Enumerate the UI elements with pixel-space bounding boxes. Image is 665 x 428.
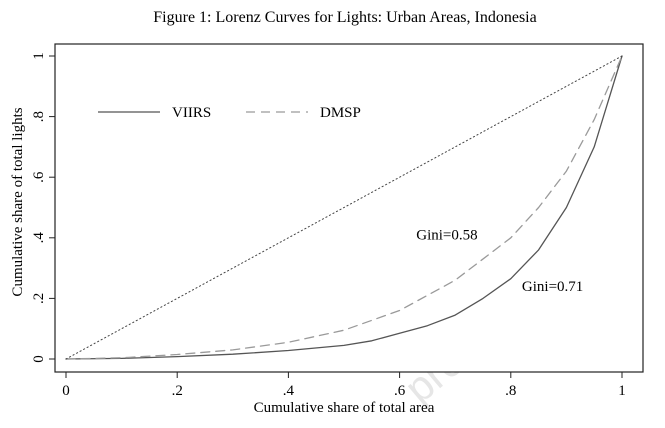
legend: VIIRS DMSP xyxy=(98,105,361,121)
x-axis-label: Cumulative share of total area xyxy=(254,400,435,416)
y-tick-label: .2 xyxy=(31,293,47,304)
plot-area xyxy=(54,43,644,373)
legend-label-dmsp: DMSP xyxy=(320,105,361,121)
gini-annotation: Gini=0.71 xyxy=(522,279,583,295)
chart-title: Figure 1: Lorenz Curves for Lights: Urba… xyxy=(153,9,536,26)
x-axis-ticks: 0 .2 .4 .6 .8 1 xyxy=(62,372,626,399)
y-tick-label: 0 xyxy=(31,355,47,363)
series-layer xyxy=(65,55,623,360)
plot-frame xyxy=(54,43,644,373)
gini-annotation: Gini=0.58 xyxy=(416,227,477,243)
x-tick-label: .6 xyxy=(394,383,406,399)
y-tick-label: 1 xyxy=(31,52,47,60)
x-tick-label: 0 xyxy=(62,383,70,399)
x-tick-label: .8 xyxy=(505,383,516,399)
series-line-dmsp xyxy=(65,55,623,360)
y-tick-label: .8 xyxy=(31,111,47,122)
y-tick-label: .4 xyxy=(31,232,47,244)
x-tick-label: .4 xyxy=(283,383,295,399)
x-tick-label: 1 xyxy=(618,383,626,399)
series-line-viirs xyxy=(65,55,623,360)
y-axis-ticks: 0 .2 .4 .6 .8 1 xyxy=(31,52,55,363)
y-tick-label: .6 xyxy=(31,171,47,183)
legend-label-viirs: VIIRS xyxy=(172,105,211,121)
x-tick-label: .2 xyxy=(172,383,183,399)
y-axis-label: Cumulative share of total lights xyxy=(10,107,26,296)
annotation-layer: Gini=0.58 Gini=0.71 xyxy=(416,227,583,295)
series-line-equality xyxy=(65,55,623,360)
